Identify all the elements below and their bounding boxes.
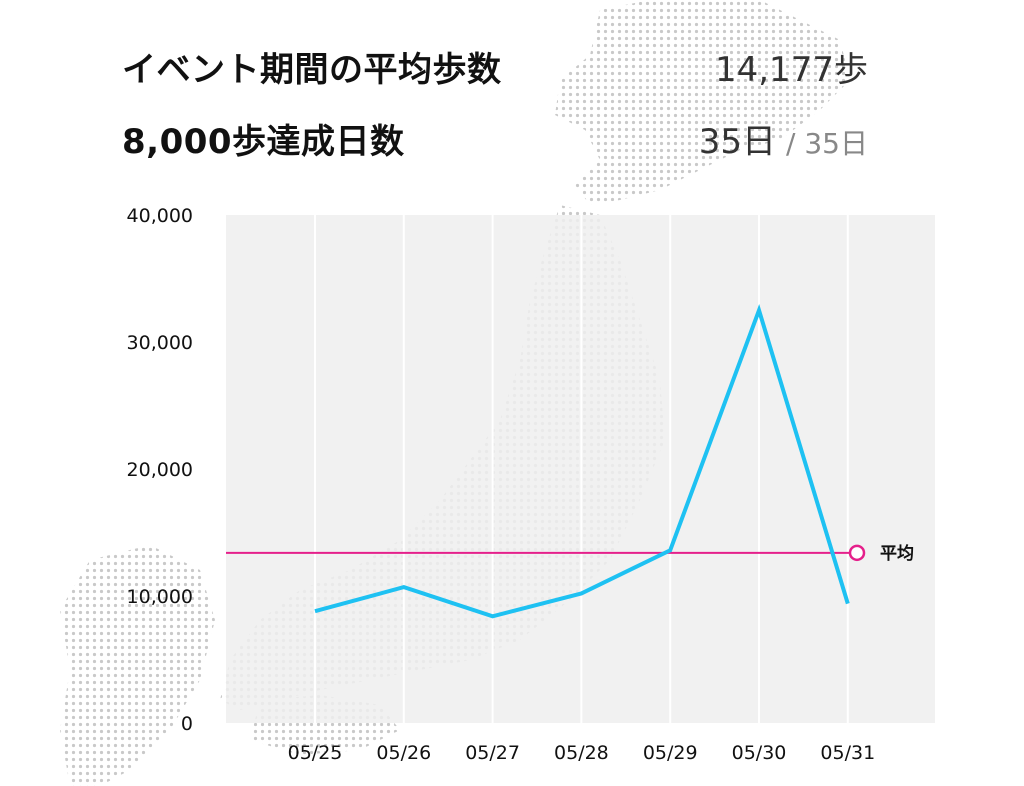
hokkaido-shape	[555, 0, 850, 205]
x-tick-label: 05/25	[288, 742, 343, 764]
y-tick-label: 30,000	[127, 332, 193, 354]
y-tick-label: 10,000	[127, 586, 193, 608]
y-tick-label: 0	[181, 713, 193, 735]
x-tick-label: 05/29	[643, 742, 698, 764]
average-steps-label: イベント期間の平均歩数	[122, 50, 502, 90]
average-steps-value: 14,177歩	[715, 50, 868, 90]
average-label: 平均	[880, 543, 914, 564]
y-axis-ticks: 0 10,000 20,000 30,000 40,000	[127, 205, 193, 735]
goal-days-value-group: 35日 / 35日	[699, 114, 868, 163]
x-tick-label: 05/27	[465, 742, 520, 764]
grid-lines	[314, 215, 849, 723]
x-tick-label: 05/28	[554, 742, 609, 764]
y-tick-label: 40,000	[127, 205, 193, 227]
x-tick-label: 05/31	[820, 742, 875, 764]
goal-days-total: / 35日	[786, 127, 868, 160]
x-tick-label: 05/26	[376, 742, 431, 764]
kyushu-shape	[60, 545, 215, 786]
goal-days-label: 8,000歩達成日数	[122, 122, 405, 162]
x-axis-ticks: 05/25 05/26 05/27 05/28 05/29 05/30 05/31	[288, 742, 876, 764]
average-marker	[848, 544, 866, 562]
x-tick-label: 05/30	[732, 742, 787, 764]
y-tick-label: 20,000	[127, 459, 193, 481]
steps-series-line	[314, 303, 850, 619]
goal-days-value: 35日	[698, 122, 777, 162]
